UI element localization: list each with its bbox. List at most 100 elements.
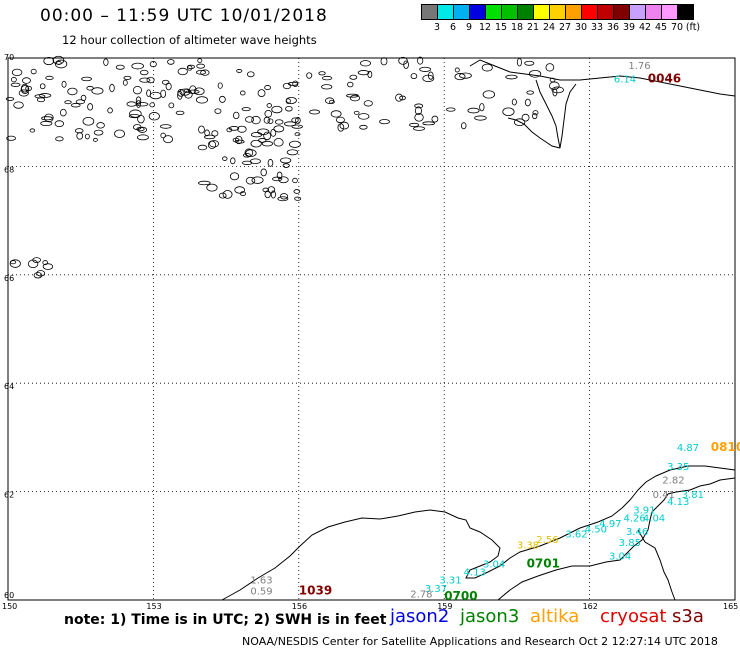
lake-outline	[163, 135, 174, 144]
lake-outline	[267, 118, 274, 124]
lake-outline	[272, 176, 283, 182]
lake-outline	[276, 171, 283, 180]
lake-outline	[280, 193, 289, 200]
lake-outline	[446, 107, 456, 112]
wave-height-label: 4.13	[464, 568, 486, 579]
wave-height-label: 2.78	[410, 589, 432, 600]
lake-outline	[295, 116, 301, 124]
lake-outline	[96, 122, 105, 129]
legend-swatch	[533, 4, 550, 20]
wave-height-label: 3.04	[483, 559, 505, 570]
lake-outline	[222, 190, 233, 199]
lake-outline	[80, 94, 87, 102]
lake-outline	[318, 71, 326, 76]
lake-outline	[149, 91, 162, 100]
lake-outline	[197, 180, 211, 186]
legend-label: 36	[606, 22, 620, 33]
inlet	[637, 529, 676, 601]
legend-label: 9	[465, 22, 473, 33]
lake-outline	[161, 79, 170, 85]
lake-outline	[234, 186, 245, 194]
lake-outline	[267, 159, 274, 167]
lake-outline	[505, 74, 518, 80]
color-legend: 3 6 9 12 15 18 21 24 27 30 33 36 39 42 45 70 (ft)	[421, 4, 700, 34]
graticule: 70 68 66 64 62 60 150 153 156 159 162 165	[2, 53, 738, 611]
legend-label: 39	[622, 22, 636, 33]
lake-outline	[502, 107, 515, 117]
lake-outline	[218, 192, 227, 199]
lake-outline	[266, 103, 273, 108]
lake-outline	[261, 140, 273, 147]
estuary	[535, 79, 577, 149]
lake-outline	[264, 85, 272, 91]
lake-outline	[230, 157, 236, 165]
lake-outline	[339, 121, 350, 130]
lake-outline	[67, 87, 78, 96]
lake-outline	[293, 189, 301, 194]
lake-outline	[160, 132, 166, 139]
lake-outline	[467, 107, 480, 114]
lake-outline	[309, 109, 320, 115]
lake-outline	[551, 86, 564, 94]
southern-coastline	[221, 465, 736, 601]
lake-outline	[39, 83, 46, 90]
lake-outline	[282, 163, 290, 168]
lat-label: 70	[4, 53, 14, 62]
lake-outline	[294, 132, 301, 137]
lat-label: 66	[4, 274, 14, 283]
lake-outline	[44, 113, 54, 123]
wave-height-label: 1.63	[250, 576, 272, 587]
lake-outline	[264, 190, 271, 199]
lake-outline	[288, 140, 301, 148]
legend-label: 18	[510, 22, 524, 33]
lake-outline	[346, 93, 359, 98]
lake-outline	[528, 70, 542, 78]
page-subtitle: 12 hour collection of altimeter wave hei…	[62, 33, 317, 47]
lake-outlines	[5, 55, 564, 279]
lake-outline	[52, 55, 65, 65]
lake-outline	[93, 129, 104, 136]
legend-label: 27	[558, 22, 572, 33]
lake-outline	[149, 102, 156, 108]
lake-outline	[10, 82, 21, 87]
lake-outline	[42, 263, 54, 270]
lake-outline	[358, 113, 370, 120]
wave-height-label: 0700	[444, 589, 477, 603]
lake-outline	[54, 59, 68, 69]
lake-outline	[34, 94, 46, 99]
wave-height-label: 4.13	[667, 497, 689, 508]
lake-outline	[410, 73, 418, 80]
satellite-jason2: jason2	[390, 606, 450, 627]
lake-outline	[76, 132, 84, 140]
lake-outline	[329, 99, 335, 104]
lake-outline	[263, 131, 272, 141]
lake-outline	[228, 126, 240, 131]
lake-outline	[75, 99, 86, 105]
satellite-s3a: s3a	[672, 606, 704, 627]
lake-outline	[321, 84, 333, 90]
footer-credit: NOAA/NESDIS Center for Satellite Applica…	[242, 635, 718, 648]
lake-outline	[417, 56, 424, 65]
lake-outline	[403, 60, 409, 69]
lake-outline	[245, 176, 256, 185]
legend-swatch	[661, 4, 678, 20]
lake-outline	[195, 70, 207, 75]
wave-height-label: 0810	[711, 440, 740, 454]
legend-swatch	[501, 4, 518, 20]
legend-swatches	[421, 4, 694, 20]
legend-label: 70	[670, 22, 684, 33]
lat-label: 68	[4, 165, 14, 174]
lake-outline	[206, 183, 218, 192]
legend-swatch	[597, 4, 614, 20]
lake-outline	[263, 116, 271, 124]
legend-swatch	[613, 4, 630, 20]
lake-outline	[136, 134, 149, 141]
northern-coastline	[469, 59, 736, 97]
legend-swatch	[677, 4, 694, 20]
lake-outline	[38, 93, 52, 98]
lake-outline	[251, 115, 261, 125]
lake-outline	[516, 57, 522, 67]
lon-label: 165	[723, 602, 738, 611]
lake-outline	[524, 60, 535, 66]
